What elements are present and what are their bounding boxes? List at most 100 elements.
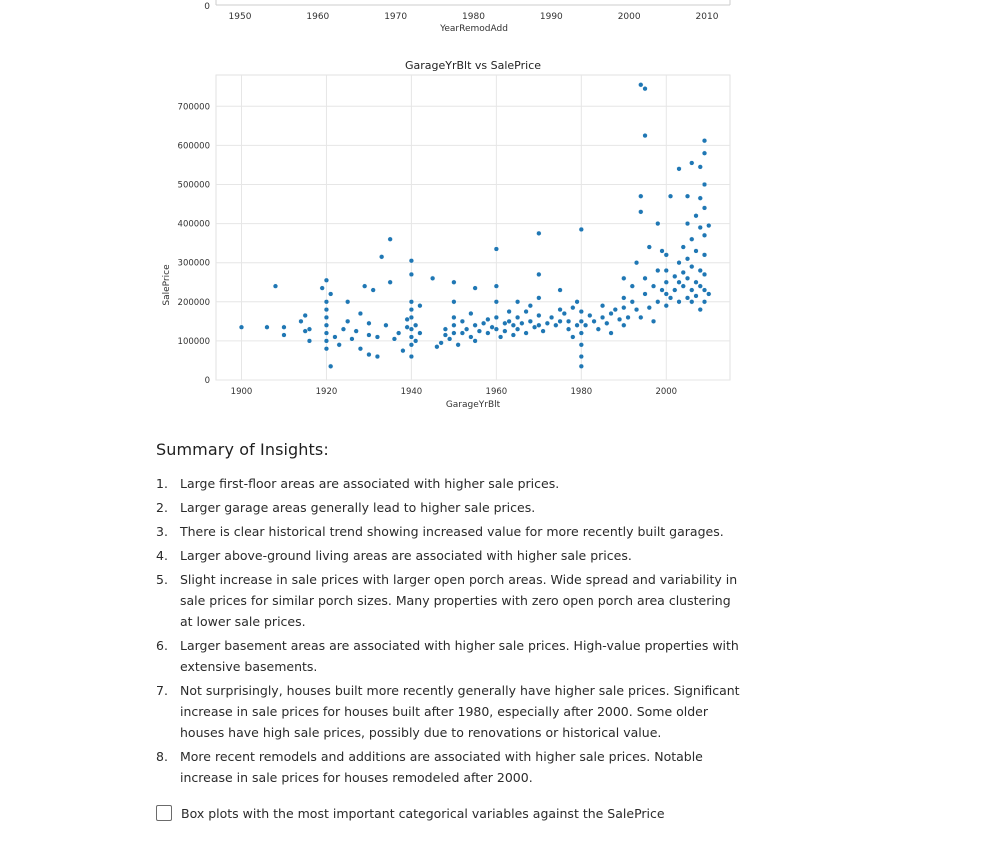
- task-item[interactable]: Box plots with the most important catego…: [156, 805, 665, 821]
- scatter-point: [667, 193, 674, 199]
- scatter-point: [514, 326, 521, 332]
- scatter-point: [684, 275, 691, 281]
- scatter-point: [693, 279, 699, 285]
- scatter-point: [697, 267, 703, 274]
- x-tick-label: 1920: [316, 387, 338, 397]
- scatter-point: [387, 236, 393, 242]
- scatter-point: [472, 338, 478, 344]
- scatter-point: [574, 299, 580, 305]
- scatter-point: [684, 220, 691, 227]
- scatter-point: [684, 193, 691, 199]
- scatter-point: [680, 269, 686, 276]
- y-tick-label: 200000: [178, 298, 210, 308]
- scatter-point: [459, 330, 466, 336]
- list-item-text: There is clear historical trend showing …: [180, 524, 724, 539]
- scatter-point: [595, 326, 601, 332]
- list-item-text: Larger garage areas generally lead to hi…: [180, 500, 536, 515]
- scatter-point: [374, 353, 381, 360]
- scatter-point: [655, 267, 661, 274]
- scatter-point: [578, 353, 584, 360]
- previous-chart-xtick: 1960: [306, 12, 329, 22]
- scatter-point: [638, 209, 644, 215]
- scatter-point: [689, 160, 695, 166]
- scatter-point: [306, 326, 313, 332]
- scatter-point: [387, 279, 393, 285]
- previous-chart-xtick: 2000: [618, 12, 641, 22]
- scatter-point: [357, 310, 364, 317]
- scatter-point: [582, 322, 589, 328]
- scatter-point: [599, 303, 606, 309]
- scatter-point: [497, 334, 504, 340]
- scatter-point: [451, 299, 457, 305]
- scatter-point: [548, 314, 555, 321]
- scatter-point: [638, 314, 644, 321]
- scatter-point: [646, 305, 652, 311]
- scatter-point: [332, 334, 338, 340]
- scatter-point: [502, 328, 508, 334]
- scatter-point: [472, 322, 478, 328]
- y-tick-label: 0: [205, 376, 210, 386]
- scatter-point: [472, 285, 478, 291]
- list-item: 2. Larger garage areas generally lead to …: [156, 497, 746, 518]
- scatter-point: [574, 322, 580, 328]
- scatter-point: [701, 150, 708, 156]
- scatter-point: [523, 330, 529, 336]
- list-item-text: More recent remodels and additions are a…: [180, 749, 703, 785]
- scatter-point: [578, 308, 584, 315]
- scatter-point: [362, 283, 368, 289]
- scatter-point: [345, 299, 351, 305]
- scatter-point: [238, 324, 245, 330]
- scatter-point: [446, 336, 453, 342]
- scatter-point: [629, 299, 635, 305]
- scatter-point: [429, 275, 436, 281]
- scatter-point: [565, 318, 572, 324]
- scatter-point: [570, 305, 576, 311]
- scatter-point: [340, 326, 347, 332]
- scatter-point: [485, 316, 491, 323]
- scatter-point: [663, 291, 669, 297]
- scatter-point: [374, 334, 381, 340]
- scatter-point: [544, 320, 550, 326]
- scatter-point: [323, 314, 330, 321]
- scatter-point: [400, 348, 406, 354]
- scatter-point: [536, 322, 542, 328]
- scatter-point: [413, 322, 419, 328]
- scatter-point: [442, 326, 449, 332]
- scatter-point: [608, 330, 614, 336]
- scatter-point: [540, 328, 546, 334]
- scatter-point: [701, 252, 708, 258]
- previous-chart-axis: 0 1950 1960 1970 1980 1990 2000 2010 YearRemod…: [204, 0, 731, 34]
- scatter-point: [701, 287, 708, 293]
- scatter-point: [672, 287, 678, 293]
- scatter-point: [701, 205, 708, 211]
- scatter-point: [323, 277, 330, 283]
- list-item-number: 8.: [156, 749, 168, 764]
- list-item-number: 6.: [156, 638, 168, 653]
- scatter-point: [536, 295, 542, 301]
- scatter-point: [531, 324, 538, 330]
- scatter-point: [557, 306, 563, 313]
- scatter-point: [463, 326, 470, 332]
- scatter-point: [264, 324, 270, 330]
- scatter-point: [565, 326, 572, 332]
- scatter-point: [680, 244, 686, 250]
- scatter-point: [408, 326, 415, 332]
- list-item-text: Large first-floor areas are associated w…: [180, 476, 560, 491]
- scatter-point: [438, 340, 444, 346]
- scatter-point: [451, 314, 457, 321]
- list-item-number: 7.: [156, 683, 168, 698]
- list-item-number: 3.: [156, 524, 168, 539]
- scatter-point: [527, 303, 533, 309]
- scatter-point: [302, 328, 308, 334]
- task-checkbox[interactable]: [156, 805, 172, 821]
- scatter-point: [468, 310, 474, 317]
- scatter-point: [655, 299, 661, 305]
- scatter-point: [345, 318, 351, 324]
- scatter-point: [370, 287, 376, 293]
- scatter-point: [514, 299, 521, 305]
- list-item-text: Larger above-ground living areas are ass…: [180, 548, 632, 563]
- scatter-point: [650, 283, 657, 289]
- scatter-point: [587, 312, 593, 319]
- scatter-point: [621, 275, 627, 281]
- scatter-point: [621, 295, 627, 301]
